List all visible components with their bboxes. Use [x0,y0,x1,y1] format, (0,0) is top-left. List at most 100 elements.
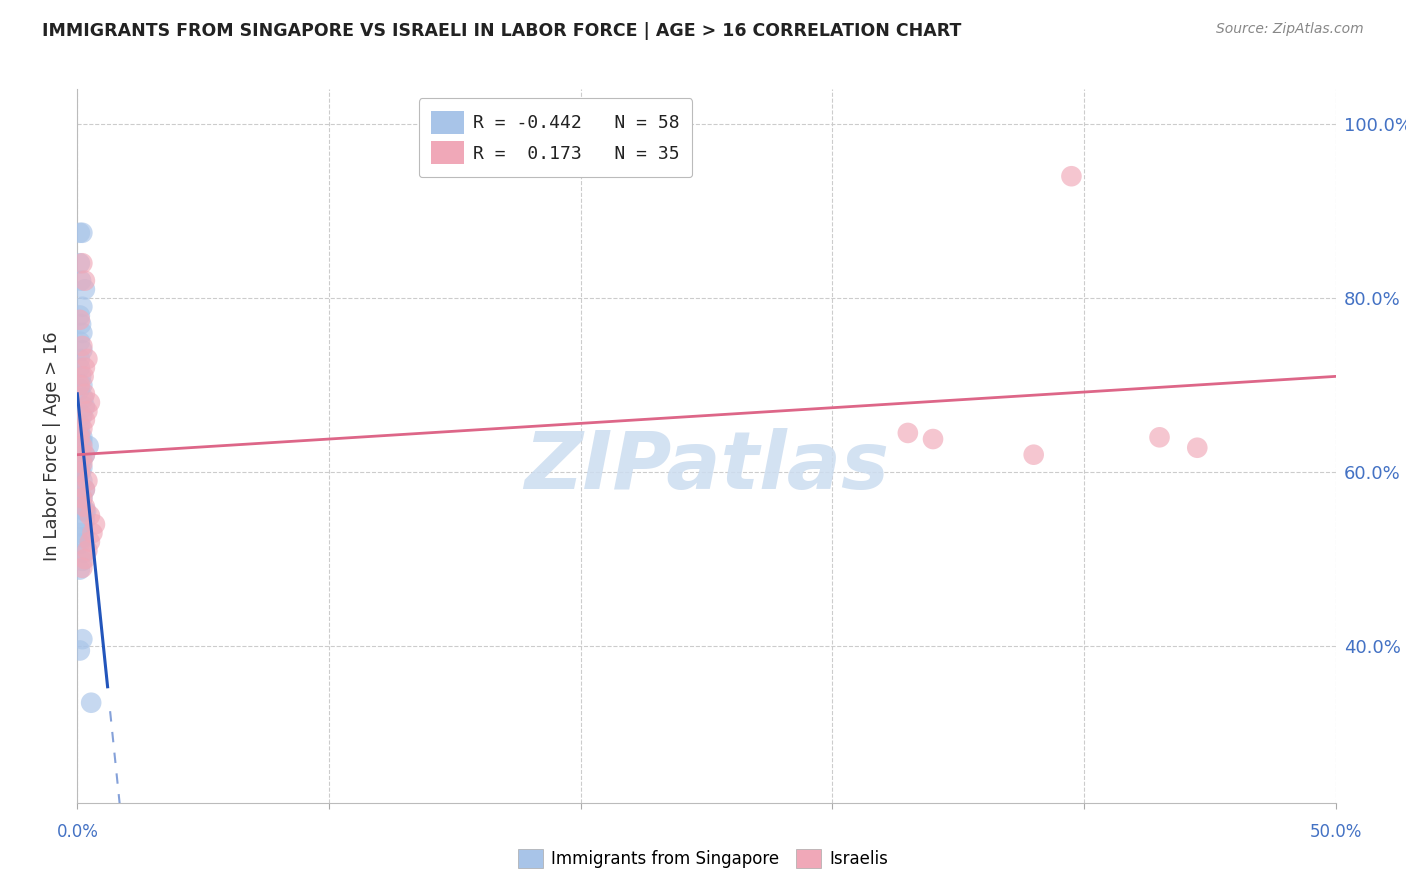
Point [79,534,101,549]
Point [1060,169,1083,184]
Point [69,441,91,455]
Point [69,383,91,397]
Point [76,543,98,558]
Point [72,430,94,444]
Legend: Immigrants from Singapore, Israelis: Immigrants from Singapore, Israelis [512,842,894,875]
Y-axis label: In Labor Force | Age > 16: In Labor Force | Age > 16 [44,331,62,561]
Point [69,417,91,432]
Point [69,309,91,323]
Point [73,545,96,559]
Point [69,457,91,471]
Point [70,452,93,467]
Point [79,395,101,409]
Point [72,300,94,314]
Point [72,491,94,506]
Point [72,409,94,423]
Point [69,519,91,533]
Point [73,274,96,288]
Point [69,457,91,471]
Point [76,474,98,488]
Point [82,526,104,541]
Point [69,536,91,550]
Point [69,360,91,375]
Point [73,552,96,566]
Point [76,404,98,418]
Point [69,430,91,444]
Point [69,434,91,449]
Point [72,452,94,467]
Point [69,465,91,479]
Point [69,484,91,499]
Point [70,446,93,460]
Point [73,513,96,527]
Point [69,378,91,392]
Point [72,378,94,392]
Point [73,483,96,497]
Text: ZIPatlas: ZIPatlas [524,428,889,507]
Point [70,274,93,288]
Point [73,386,96,401]
Point [75,504,97,518]
Point [72,343,94,358]
Point [69,439,91,453]
Point [69,334,91,349]
Point [72,457,94,471]
Point [69,430,91,444]
Point [69,498,91,512]
Point [69,351,91,366]
Point [73,400,96,414]
Point [72,474,94,488]
Text: IMMIGRANTS FROM SINGAPORE VS ISRAELI IN LABOR FORCE | AGE > 16 CORRELATION CHART: IMMIGRANTS FROM SINGAPORE VS ISRAELI IN … [42,22,962,40]
Point [80,696,103,710]
Point [1187,441,1209,455]
Point [73,413,96,427]
Legend: R = -0.442   N = 58, R =  0.173   N = 35: R = -0.442 N = 58, R = 0.173 N = 35 [419,98,692,178]
Point [73,282,96,296]
Point [73,483,96,497]
Point [72,326,94,340]
Point [79,508,101,523]
Point [72,391,94,405]
Point [1149,430,1171,444]
Point [70,465,93,479]
Point [73,448,96,462]
Text: Source: ZipAtlas.com: Source: ZipAtlas.com [1216,22,1364,37]
Point [69,256,91,270]
Point [77,439,100,453]
Point [72,561,94,575]
Point [69,460,91,475]
Point [76,351,98,366]
Point [72,226,94,240]
Point [72,554,94,568]
Point [69,643,91,657]
Point [72,439,94,453]
Point [72,369,94,384]
Point [73,500,96,514]
Point [69,563,91,577]
Point [70,317,93,331]
Point [69,458,91,472]
Point [73,448,96,462]
Point [72,491,94,506]
Point [72,632,94,647]
Point [72,434,94,449]
Point [72,530,94,544]
Point [897,425,920,440]
Point [69,430,91,444]
Point [70,443,93,458]
Point [73,360,96,375]
Point [1022,448,1045,462]
Point [84,517,107,532]
Point [69,526,91,541]
Point [69,226,91,240]
Point [72,460,94,475]
Point [69,313,91,327]
Text: 0.0%: 0.0% [56,822,98,840]
Point [72,421,94,435]
Point [70,369,93,384]
Point [73,504,96,518]
Text: 50.0%: 50.0% [1309,822,1362,840]
Point [922,432,945,446]
Point [72,339,94,353]
Point [72,256,94,270]
